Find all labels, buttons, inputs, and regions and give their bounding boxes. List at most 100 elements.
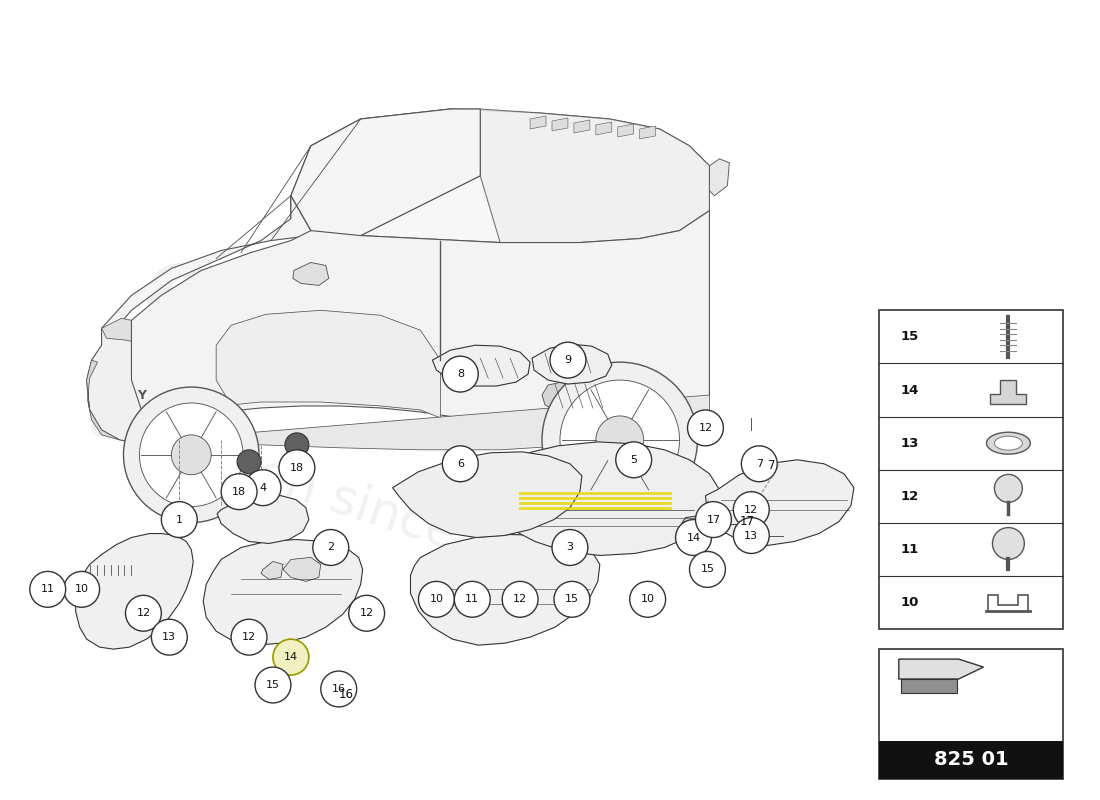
Polygon shape: [290, 109, 481, 233]
Ellipse shape: [472, 477, 488, 486]
Polygon shape: [901, 679, 957, 693]
Text: e-parts: e-parts: [125, 232, 616, 489]
Text: 16: 16: [332, 684, 345, 694]
Text: a passion since 1985: a passion since 1985: [84, 395, 598, 604]
Polygon shape: [87, 328, 189, 444]
Polygon shape: [101, 318, 156, 345]
Circle shape: [552, 530, 587, 566]
Text: 11: 11: [465, 594, 480, 604]
Circle shape: [554, 582, 590, 618]
Polygon shape: [432, 345, 530, 386]
Text: 17: 17: [706, 514, 721, 525]
Polygon shape: [481, 109, 710, 242]
Text: 825 01: 825 01: [934, 750, 1009, 770]
Circle shape: [695, 502, 732, 538]
Text: 12: 12: [698, 423, 713, 433]
Text: 2: 2: [327, 542, 334, 553]
Polygon shape: [552, 118, 568, 131]
Text: 13: 13: [163, 632, 176, 642]
Text: 3: 3: [566, 542, 573, 553]
Polygon shape: [990, 380, 1026, 404]
Polygon shape: [482, 442, 719, 555]
Polygon shape: [132, 210, 710, 440]
Circle shape: [741, 446, 778, 482]
Text: Y: Y: [136, 389, 146, 402]
Polygon shape: [705, 460, 854, 546]
Text: 17: 17: [739, 515, 755, 528]
Circle shape: [629, 582, 666, 618]
Text: 4: 4: [260, 482, 266, 493]
Circle shape: [172, 435, 211, 474]
Text: 12: 12: [242, 632, 256, 642]
Circle shape: [30, 571, 66, 607]
Text: 5: 5: [630, 454, 637, 465]
Circle shape: [273, 639, 309, 675]
Polygon shape: [574, 120, 590, 133]
Text: 15: 15: [565, 594, 579, 604]
Polygon shape: [87, 360, 120, 440]
Circle shape: [994, 474, 1022, 502]
Polygon shape: [101, 109, 481, 345]
Bar: [879, 310, 1064, 630]
Circle shape: [64, 571, 100, 607]
Circle shape: [418, 582, 454, 618]
Circle shape: [125, 595, 162, 631]
Text: 10: 10: [640, 594, 654, 604]
Circle shape: [285, 433, 309, 457]
Circle shape: [542, 362, 697, 518]
Circle shape: [550, 342, 586, 378]
Text: 7: 7: [756, 458, 762, 469]
Text: 6: 6: [456, 458, 464, 469]
Circle shape: [221, 474, 257, 510]
Circle shape: [616, 442, 651, 478]
Circle shape: [596, 416, 644, 464]
Text: 13: 13: [901, 437, 920, 450]
Circle shape: [734, 518, 769, 554]
Polygon shape: [204, 539, 363, 645]
Polygon shape: [618, 124, 634, 137]
Text: 12: 12: [360, 608, 374, 618]
Text: 10: 10: [429, 594, 443, 604]
Circle shape: [690, 551, 725, 587]
Polygon shape: [290, 109, 710, 242]
Text: 11: 11: [901, 543, 918, 556]
Ellipse shape: [492, 477, 508, 486]
Text: 15: 15: [701, 565, 715, 574]
Circle shape: [162, 502, 197, 538]
Text: 7: 7: [768, 459, 776, 472]
Text: 13: 13: [745, 530, 758, 541]
Ellipse shape: [432, 482, 449, 493]
Ellipse shape: [513, 478, 528, 489]
Circle shape: [675, 519, 712, 555]
Circle shape: [560, 380, 680, 500]
Circle shape: [321, 671, 356, 707]
Text: 14: 14: [284, 652, 298, 662]
Text: 15: 15: [266, 680, 280, 690]
Ellipse shape: [452, 478, 469, 489]
Text: 12: 12: [513, 594, 527, 604]
Circle shape: [442, 356, 478, 392]
Polygon shape: [76, 534, 194, 649]
Polygon shape: [217, 496, 309, 543]
Circle shape: [123, 387, 258, 522]
Polygon shape: [261, 562, 283, 579]
Text: 1: 1: [176, 514, 183, 525]
Circle shape: [503, 582, 538, 618]
Polygon shape: [393, 452, 582, 538]
Text: 15: 15: [901, 330, 918, 343]
Polygon shape: [293, 262, 329, 286]
Text: 14: 14: [901, 383, 920, 397]
Circle shape: [238, 450, 261, 474]
Bar: [879, 741, 1064, 778]
Circle shape: [442, 446, 478, 482]
Text: 14: 14: [686, 533, 701, 542]
Circle shape: [231, 619, 267, 655]
Polygon shape: [217, 310, 440, 418]
Circle shape: [688, 410, 724, 446]
Polygon shape: [640, 126, 656, 139]
Circle shape: [255, 667, 290, 703]
Text: 12: 12: [745, 505, 758, 514]
Text: 18: 18: [232, 486, 246, 497]
Text: 10: 10: [75, 584, 89, 594]
Text: 9: 9: [564, 355, 572, 365]
